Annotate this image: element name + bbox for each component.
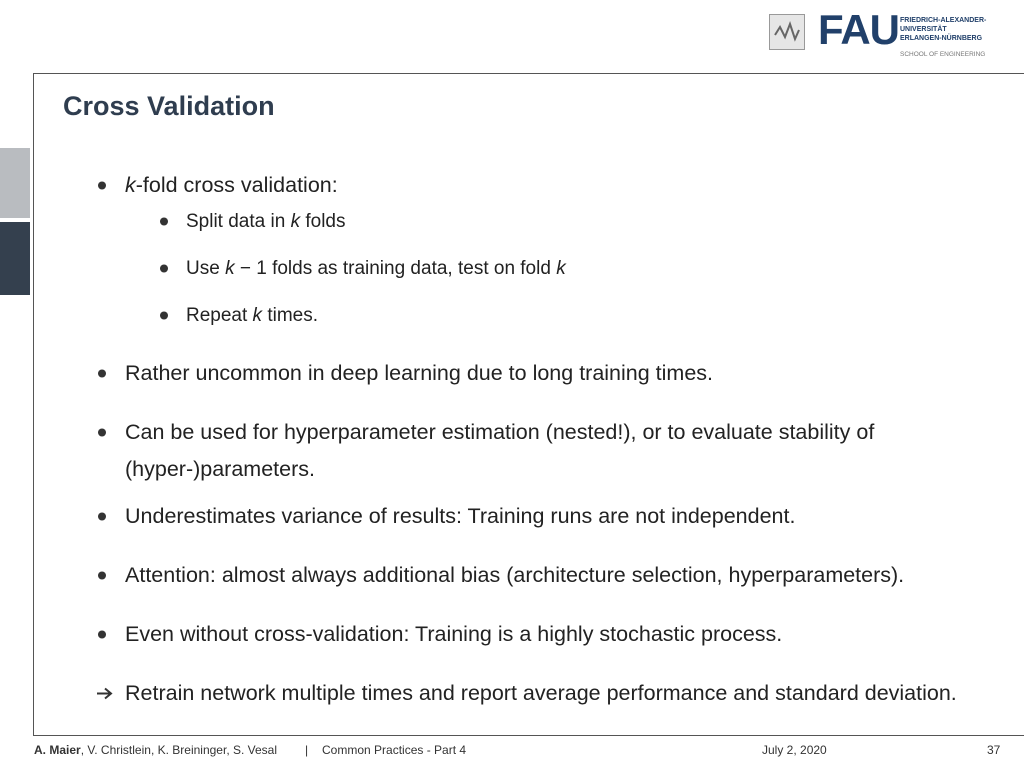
sub-list: Split data in k folds Use k − 1 folds as … [96,204,566,345]
bullet [96,557,125,606]
list-item: Underestimates variance of results: Trai… [96,498,1001,547]
logo-line: ERLANGEN-NÜRNBERG [900,35,983,42]
logo-graphic [774,21,800,42]
text-run: Underestimates variance of results: Trai… [125,504,796,528]
list-item: Even without cross-validation: Training … [96,616,1001,665]
footer-authors-rest: , V. Christlein, K. Breininger, S. Vesal [80,743,278,757]
item-body: Attention: almost always additional bias… [125,557,904,606]
bullet [158,251,186,298]
text-run: Repeat [186,305,253,326]
frame-line [33,73,34,736]
text-run: Even without cross-validation: Training … [125,622,783,646]
bullet [96,355,125,404]
text-run: k [225,258,235,279]
text-run: k [556,258,566,279]
bullet [96,498,125,547]
footer-page: 37 [987,743,1001,757]
logo-icon [769,14,805,50]
text-run: k [252,305,263,326]
logo-line: UNIVERSITÄT [900,26,947,33]
footer-authors: A. Maier, V. Christlein, K. Breininger, … [34,743,277,757]
text-run: times. [262,305,318,326]
text-run: Attention: almost always additional bias… [125,563,905,587]
logo-line: FRIEDRICH-ALEXANDER- [900,17,987,24]
item-body: Even without cross-validation: Training … [125,616,782,665]
list-item: Rather uncommon in deep learning due to … [96,355,1001,404]
item-text: Retrain network multiple times and repor… [125,681,957,705]
text-run: − 1 folds as training data, test on fold [234,258,557,279]
list-item: k-fold cross validation: Split data in k … [96,167,1001,345]
item-body: Rather uncommon in deep learning due to … [125,355,713,404]
item-text: Attention: almost always additional bias… [125,563,904,587]
text-run: -fold cross validation: [135,173,338,197]
section-tab-active [0,222,30,295]
marker-graphic [98,630,106,639]
text-run: Rather uncommon in deep learning due to … [125,361,714,385]
item-text: Even without cross-validation: Training … [125,622,782,646]
bullet [158,298,186,345]
frame-line [33,735,1024,736]
list-item: Can be used for hyperparameter estimatio… [96,414,1001,488]
marker-graphic [160,264,168,273]
item-text: Underestimates variance of results: Trai… [125,504,795,528]
logo-school: SCHOOL OF ENGINEERING [900,51,986,58]
item-text: Use k − 1 folds as training data, test o… [186,251,566,298]
marker-graphic [98,428,106,437]
footer-separator: | [305,743,309,757]
marker-graphic [98,181,106,190]
item-body: Retrain network multiple times and repor… [125,675,957,724]
bullet [96,167,125,345]
item-text: Split data in k folds [186,204,346,251]
frame-line [33,73,1024,74]
section-tab [0,148,30,218]
text-run: folds [300,211,346,232]
arrow-marker [96,675,125,724]
item-text: Repeat k times. [186,298,318,345]
marker-graphic [160,311,168,320]
list-item: Attention: almost always additional bias… [96,557,1001,606]
marker-graphic [98,571,106,580]
bullet [96,616,125,665]
list-item: Retrain network multiple times and repor… [96,675,1001,724]
text-run: Use [186,258,226,279]
text-run: k [290,211,301,232]
item-text: k-fold cross validation: [125,173,338,197]
sub-item: Use k − 1 folds as training data, test o… [158,251,566,298]
text-run: Can be used for hyperparameter estimatio… [125,420,875,481]
marker-graphic [98,512,106,521]
item-body: k-fold cross validation: Split data in k … [125,167,566,345]
marker-graphic [97,687,113,700]
footer-course: Common Practices - Part 4 [322,743,467,757]
item-text: Rather uncommon in deep learning due to … [125,361,713,385]
text-run: Split data in [186,211,291,232]
footer-lead-author: A. Maier [34,743,81,757]
marker-graphic [98,369,106,378]
bullet-list: k-fold cross validation: Split data in k … [96,167,1001,734]
footer-date: July 2, 2020 [762,743,827,757]
text-run: Retrain network multiple times and repor… [125,681,957,705]
sub-item: Repeat k times. [158,298,566,345]
item-body: Underestimates variance of results: Trai… [125,498,795,547]
bullet [96,414,125,488]
item-text: Can be used for hyperparameter estimatio… [125,420,874,481]
sub-item: Split data in k folds [158,204,566,251]
text-run: k [125,173,136,197]
bullet [158,204,186,251]
logo-abbr: FAU [818,6,900,53]
marker-graphic [160,217,168,226]
item-body: Can be used for hyperparameter estimatio… [125,414,1001,488]
slide-title: Cross Validation [63,91,275,121]
